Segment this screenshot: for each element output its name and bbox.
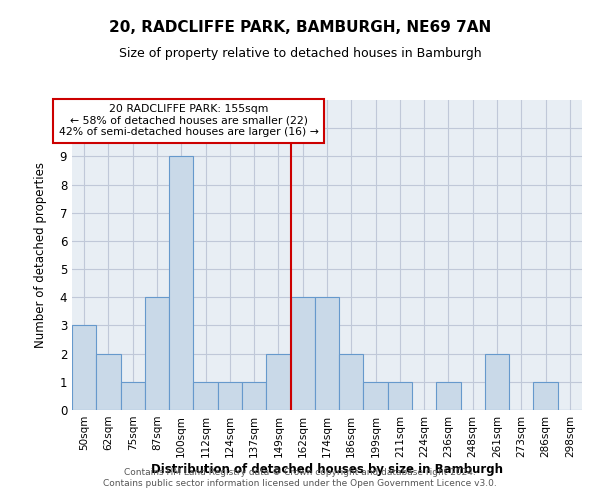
Bar <box>533 382 558 410</box>
Bar <box>266 354 290 410</box>
Bar <box>242 382 266 410</box>
Bar <box>96 354 121 410</box>
Bar <box>145 298 169 410</box>
Bar <box>436 382 461 410</box>
Text: Size of property relative to detached houses in Bamburgh: Size of property relative to detached ho… <box>119 48 481 60</box>
Text: 20 RADCLIFFE PARK: 155sqm
← 58% of detached houses are smaller (22)
42% of semi-: 20 RADCLIFFE PARK: 155sqm ← 58% of detac… <box>59 104 319 138</box>
Bar <box>72 326 96 410</box>
Bar <box>218 382 242 410</box>
Bar <box>290 298 315 410</box>
Text: Contains HM Land Registry data © Crown copyright and database right 2024.
Contai: Contains HM Land Registry data © Crown c… <box>103 468 497 487</box>
Bar <box>315 298 339 410</box>
Text: 20, RADCLIFFE PARK, BAMBURGH, NE69 7AN: 20, RADCLIFFE PARK, BAMBURGH, NE69 7AN <box>109 20 491 35</box>
Bar <box>121 382 145 410</box>
Bar <box>339 354 364 410</box>
Y-axis label: Number of detached properties: Number of detached properties <box>34 162 47 348</box>
Bar <box>485 354 509 410</box>
Bar <box>193 382 218 410</box>
X-axis label: Distribution of detached houses by size in Bamburgh: Distribution of detached houses by size … <box>151 462 503 475</box>
Bar <box>388 382 412 410</box>
Bar <box>364 382 388 410</box>
Bar <box>169 156 193 410</box>
